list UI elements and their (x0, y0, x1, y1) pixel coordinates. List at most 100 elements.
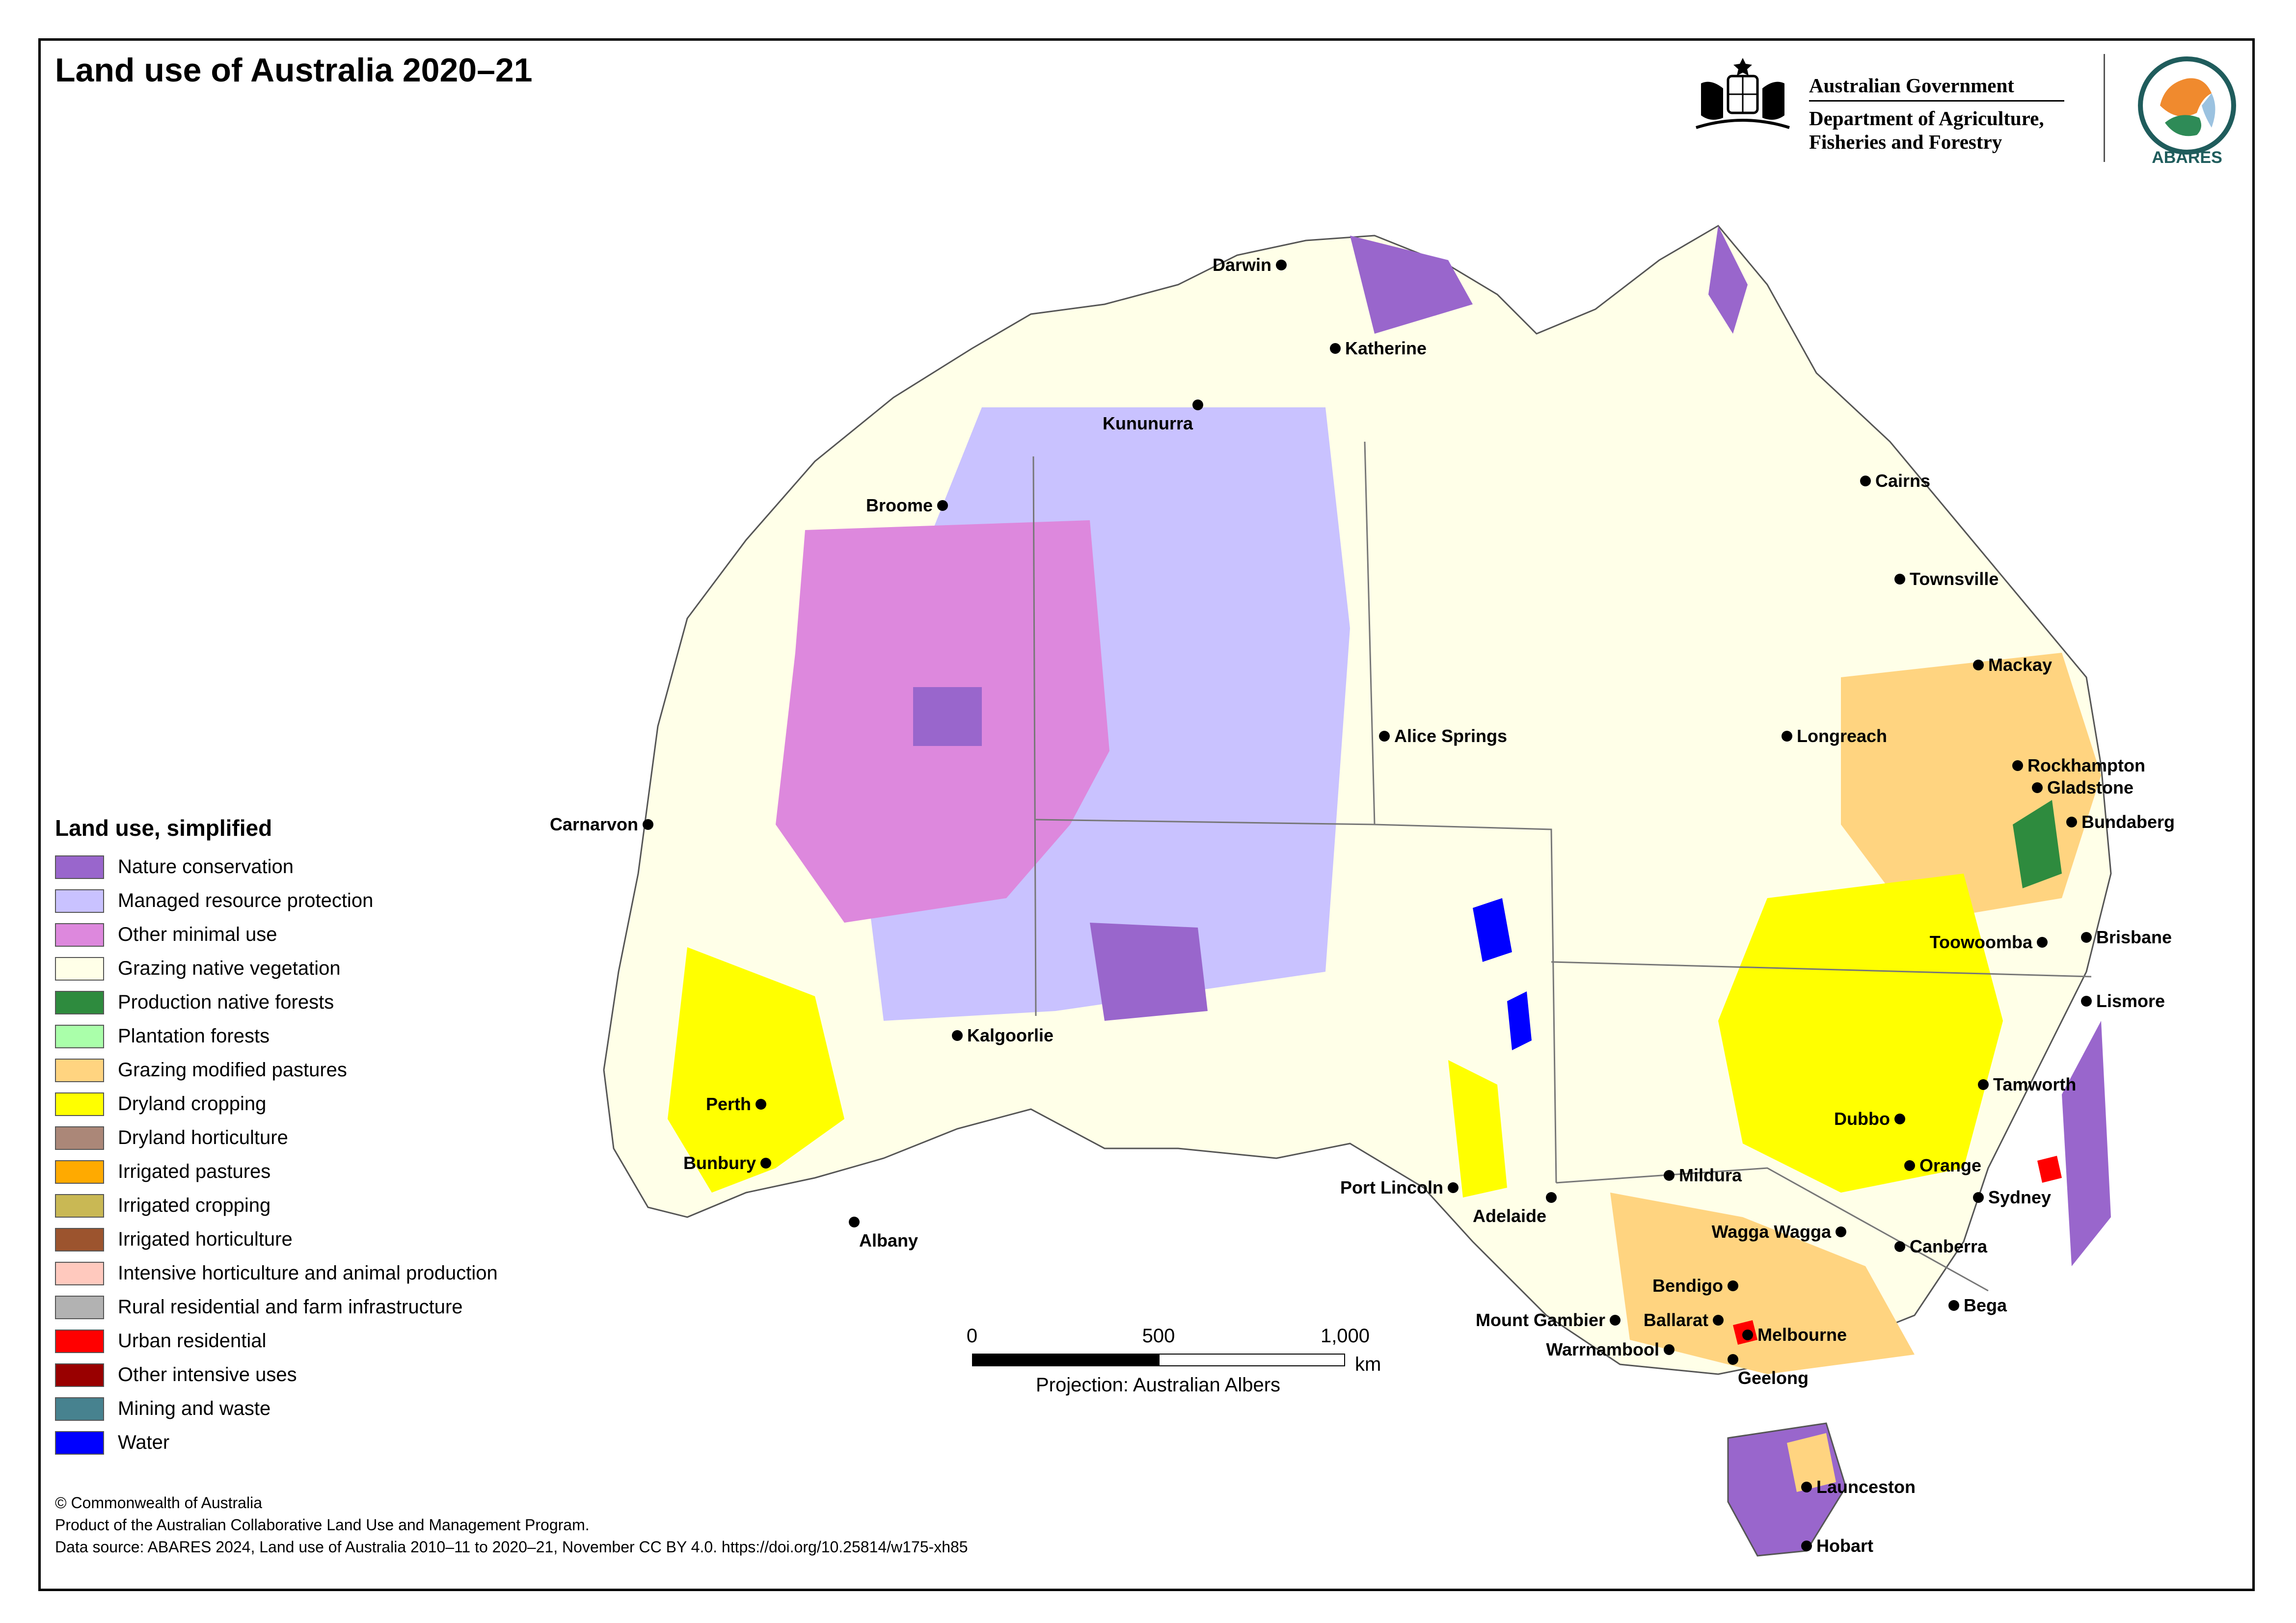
city-label: Albany (859, 1230, 918, 1251)
government-wordmark: Australian Government Department of Agri… (1809, 74, 2064, 154)
region-nature-conservation-east (2062, 1021, 2111, 1266)
legend-item: Irrigated horticulture (55, 1223, 620, 1256)
legend-swatch (55, 1431, 104, 1455)
legend-item: Mining and waste (55, 1392, 620, 1426)
city-label: Mackay (1988, 655, 2052, 675)
scale-segment-black (972, 1354, 1159, 1366)
legend-items: Nature conservation Managed resource prot… (55, 850, 620, 1460)
scale-tick-1000: 1,000 (1320, 1325, 1370, 1347)
legend-label: Managed resource protection (118, 890, 374, 911)
legend-item: Dryland horticulture (55, 1121, 620, 1155)
scale-tick-0: 0 (966, 1325, 978, 1347)
city-label: Katherine (1345, 338, 1427, 358)
city-marker (1973, 660, 1984, 670)
legend-swatch (55, 889, 104, 913)
city-marker (1742, 1330, 1753, 1340)
data-source-line: Data source: ABARES 2024, Land use of Au… (55, 1538, 968, 1556)
city-marker (1664, 1170, 1675, 1181)
city-marker (1894, 1241, 1905, 1252)
city-label: Wagga Wagga (1712, 1222, 1832, 1242)
scale-bar-graphic (972, 1354, 1345, 1368)
australia-land-use-map: Darwin Katherine Kununurra Broome Cairns Town… (550, 225, 2175, 1557)
city-marker (1610, 1315, 1621, 1326)
city-label: Warrnambool (1546, 1339, 1659, 1359)
city-marker (1728, 1354, 1738, 1365)
legend-swatch (55, 923, 104, 947)
legend-item: Grazing modified pastures (55, 1053, 620, 1087)
legend-swatch (55, 1092, 104, 1116)
legend-swatch (55, 1024, 104, 1048)
city-marker (1973, 1192, 1984, 1203)
legend-label: Plantation forests (118, 1025, 270, 1047)
city-marker (1836, 1226, 1846, 1237)
city-marker (1546, 1192, 1557, 1203)
legend-label: Dryland horticulture (118, 1127, 288, 1148)
legend-label: Mining and waste (118, 1398, 271, 1419)
city-label: Bundaberg (2081, 812, 2175, 832)
logo-divider (2104, 54, 2105, 162)
legend-item: Dryland cropping (55, 1087, 620, 1121)
tasmania (1727, 1422, 1847, 1557)
legend-label: Urban residential (118, 1330, 267, 1352)
legend-item: Urban residential (55, 1324, 620, 1358)
border-nt-qld (1364, 441, 1376, 825)
legend-label: Water (118, 1432, 170, 1453)
region-grazing-modified-pastures-vic (1610, 1193, 1915, 1374)
region-nature-conservation-top-end (1350, 236, 1473, 334)
city-label: Geelong (1738, 1368, 1809, 1388)
legend-item: Irrigated pastures (55, 1155, 620, 1189)
legend-swatch (55, 1194, 104, 1218)
coat-of-arms-icon (1696, 58, 1790, 129)
legend-swatch (55, 957, 104, 981)
legend-label: Intensive horticulture and animal produc… (118, 1262, 498, 1284)
scale-unit: km (1355, 1354, 1381, 1375)
city-marker (1728, 1280, 1738, 1291)
legend-label: Production native forests (118, 991, 334, 1013)
city-label: Canberra (1910, 1236, 1988, 1256)
state-borders (1032, 441, 2092, 1292)
region-dryland-cropping-nsw (1718, 874, 2003, 1193)
map-title: Land use of Australia 2020–21 (55, 52, 533, 89)
city-label: Port Lincoln (1340, 1177, 1443, 1197)
legend-swatch (55, 1295, 104, 1319)
region-production-native-forests (2013, 800, 2062, 888)
city-marker (1330, 343, 1341, 354)
abares-logo: ABARES (2138, 56, 2236, 167)
legend: Land use, simplified Nature conservation… (55, 815, 620, 1460)
city-label: Brisbane (2096, 927, 2172, 947)
city-marker (760, 1158, 771, 1169)
legend-swatch (55, 1329, 104, 1353)
city-label: Ballarat (1644, 1310, 1708, 1330)
city-label: Lismore (2096, 991, 2165, 1011)
city-marker (937, 500, 948, 511)
legend-swatch (55, 855, 104, 879)
region-urban-residential-sydney (2037, 1156, 2062, 1183)
scale-ticks: 0 500 1,000 (967, 1325, 1394, 1350)
legend-swatch (55, 1126, 104, 1150)
legend-item: Nature conservation (55, 850, 620, 884)
government-name: Australian Government (1809, 74, 2064, 102)
legend-label: Irrigated cropping (118, 1195, 271, 1216)
legend-swatch (55, 1261, 104, 1285)
border-qld-nsw (1551, 961, 2092, 978)
legend-label: Grazing modified pastures (118, 1059, 347, 1081)
region-water-lake-eyre (1473, 898, 1512, 962)
city-label: Carnarvon (550, 814, 638, 834)
city-marker (643, 819, 653, 830)
border-wa-nt-sa (1032, 456, 1037, 1016)
department-name: Department of Agriculture, Fisheries and… (1809, 107, 2044, 153)
city-label: Longreach (1797, 726, 1887, 746)
region-water-lake-torrens (1507, 991, 1532, 1050)
legend-label: Dryland cropping (118, 1093, 267, 1115)
city-label: Gladstone (2047, 777, 2134, 798)
city-marker (1379, 731, 1390, 742)
city-label: Perth (706, 1094, 751, 1114)
legend-label: Other intensive uses (118, 1364, 297, 1385)
legend-item: Rural residential and farm infrastructur… (55, 1290, 620, 1324)
legend-swatch (55, 990, 104, 1014)
scale-segment-white (1159, 1354, 1345, 1366)
city-marker (1978, 1079, 1989, 1090)
legend-label: Irrigated pastures (118, 1161, 271, 1182)
region-nature-conservation-sa (1090, 923, 1208, 1021)
city-label: Toowoomba (1930, 932, 2033, 952)
